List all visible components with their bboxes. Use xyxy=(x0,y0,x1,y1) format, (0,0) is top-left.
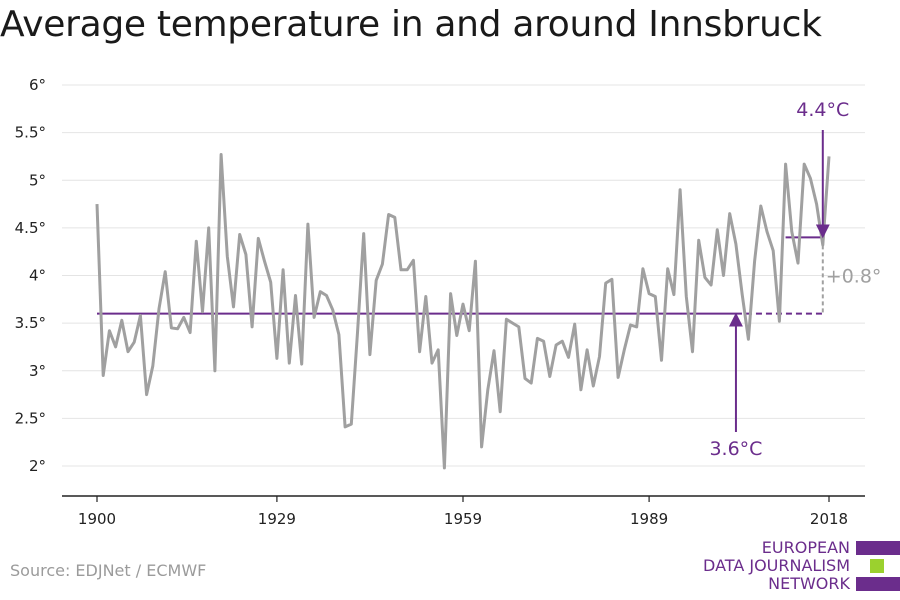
logo-text-network: NETWORK xyxy=(768,574,850,593)
difference-label: +0.8° xyxy=(826,266,882,288)
series-line xyxy=(95,153,831,470)
x-tick-label: 2018 xyxy=(810,510,848,528)
y-tick-label: 4° xyxy=(29,267,46,285)
y-tick-label: 3° xyxy=(29,362,46,380)
x-tick-label: 1989 xyxy=(630,510,668,528)
x-tick-label: 1929 xyxy=(258,510,296,528)
y-tick-label: 2.5° xyxy=(15,409,46,427)
logo-text-data-journalism: DATA JOURNALISM xyxy=(703,556,850,575)
y-tick-label: 4.5° xyxy=(15,219,46,237)
logo-text-european: EUROPEAN xyxy=(761,538,850,557)
y-tick-label: 5.5° xyxy=(15,124,46,142)
recent-label: 4.4°C xyxy=(796,99,849,121)
logo-bar-purple-top xyxy=(856,541,900,555)
baseline-label: 3.6°C xyxy=(709,438,762,460)
logo-bar-green xyxy=(870,559,884,573)
y-tick-label: 2° xyxy=(29,457,46,475)
source-note: Source: EDJNet / ECMWF xyxy=(10,561,207,580)
x-tick-label: 1900 xyxy=(78,510,116,528)
logo-bar-purple-bottom xyxy=(856,577,900,591)
y-tick-label: 5° xyxy=(29,171,46,189)
chart-title: Average temperature in and around Innsbr… xyxy=(0,4,822,45)
y-tick-label: 6° xyxy=(29,76,46,94)
y-tick-label: 3.5° xyxy=(15,314,46,332)
x-tick-label: 1959 xyxy=(444,510,482,528)
